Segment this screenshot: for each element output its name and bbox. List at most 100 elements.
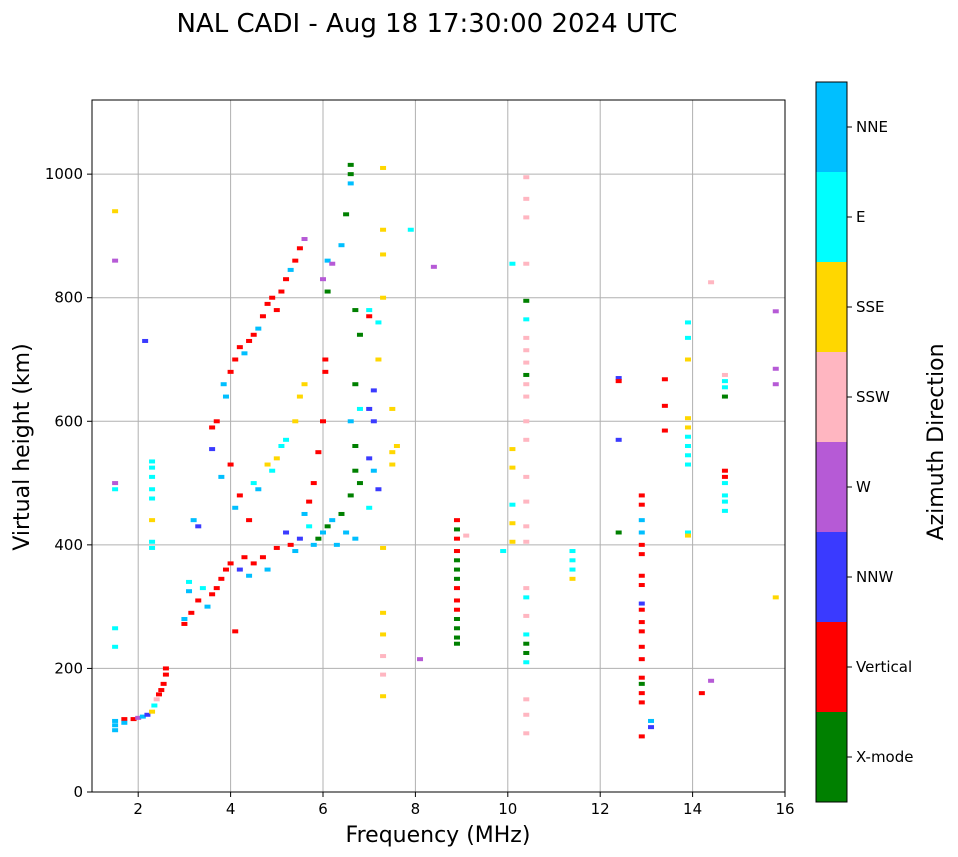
data-point [638, 552, 645, 557]
data-point [638, 644, 645, 649]
data-point [375, 320, 382, 325]
data-point [121, 720, 128, 725]
data-point [236, 567, 243, 572]
data-point [153, 697, 160, 702]
data-point [772, 309, 779, 314]
y-tick-label: 600 [54, 412, 83, 430]
y-tick-label: 0 [73, 783, 83, 801]
data-point [509, 502, 516, 507]
data-point [523, 641, 530, 646]
data-point [149, 545, 156, 550]
data-point [453, 586, 460, 591]
data-point [301, 382, 308, 387]
data-point [380, 610, 387, 615]
data-point [380, 165, 387, 170]
data-point [721, 394, 728, 399]
data-point [255, 326, 262, 331]
data-point [273, 308, 280, 313]
data-point [195, 598, 202, 603]
data-point [366, 406, 373, 411]
data-point [393, 444, 400, 448]
data-point [407, 227, 414, 232]
data-point [638, 734, 645, 739]
data-point [453, 558, 460, 563]
data-point [366, 308, 373, 313]
data-point [638, 573, 645, 578]
data-point [292, 419, 299, 424]
data-point [509, 261, 516, 266]
data-point [389, 450, 396, 455]
data-point [370, 419, 377, 424]
data-point [523, 298, 530, 303]
data-point [523, 474, 530, 479]
data-point [523, 348, 530, 353]
data-point [322, 357, 329, 362]
data-point [523, 261, 530, 266]
data-point [139, 714, 146, 719]
data-point [721, 481, 728, 486]
data-point [320, 530, 326, 535]
colorbar-tick-label: SSW [856, 388, 890, 406]
x-tick-label: 2 [133, 800, 143, 818]
chart-title: NAL CADI - Aug 18 17:30:00 2024 UTC [177, 9, 678, 39]
data-point [523, 382, 530, 387]
data-point [149, 496, 156, 501]
data-point [370, 388, 377, 393]
data-point [236, 345, 243, 350]
y-tick-label: 1000 [45, 165, 83, 183]
data-point [356, 406, 363, 411]
y-tick-label: 800 [54, 289, 83, 307]
y-tick-label: 200 [54, 659, 83, 677]
data-point [352, 468, 359, 473]
data-point [453, 567, 460, 572]
data-point [149, 709, 156, 714]
data-point [523, 215, 530, 220]
data-point [112, 481, 119, 486]
data-point [509, 447, 516, 452]
data-point [453, 607, 460, 612]
data-point [684, 335, 691, 340]
data-point [352, 308, 359, 313]
data-point [149, 474, 156, 479]
x-tick-label: 10 [498, 800, 517, 818]
data-point [523, 632, 530, 637]
data-point [523, 660, 530, 665]
data-point [389, 462, 396, 467]
data-point [708, 678, 715, 683]
data-point [209, 592, 216, 597]
colorbar-segment [816, 442, 847, 532]
data-point [453, 598, 460, 603]
data-point [380, 654, 387, 659]
data-point [121, 717, 128, 722]
x-axis-label: Frequency (MHz) [346, 823, 531, 848]
data-point [380, 632, 387, 637]
data-point [684, 320, 691, 325]
data-point [155, 692, 162, 697]
data-point [320, 277, 326, 282]
data-point [523, 697, 530, 702]
colorbar-segment [816, 712, 847, 802]
data-point [638, 620, 645, 625]
data-point [315, 536, 322, 541]
data-point [648, 725, 655, 730]
data-point [343, 212, 350, 217]
data-point [310, 542, 317, 547]
data-point [232, 629, 239, 634]
data-point [301, 511, 308, 516]
data-point [112, 718, 119, 723]
data-point [661, 403, 668, 408]
x-axis-ticks: 2 4 6 8 10 12 14 16 [133, 792, 795, 818]
data-point [615, 379, 622, 384]
data-point [222, 567, 229, 572]
data-point [329, 261, 336, 266]
data-point [638, 681, 645, 686]
data-point [684, 453, 691, 458]
data-point [112, 728, 119, 733]
data-point [684, 533, 691, 538]
colorbar-segment [816, 262, 847, 352]
data-point [523, 731, 530, 736]
data-point [523, 712, 530, 717]
data-point [463, 533, 470, 538]
data-point [684, 444, 691, 448]
